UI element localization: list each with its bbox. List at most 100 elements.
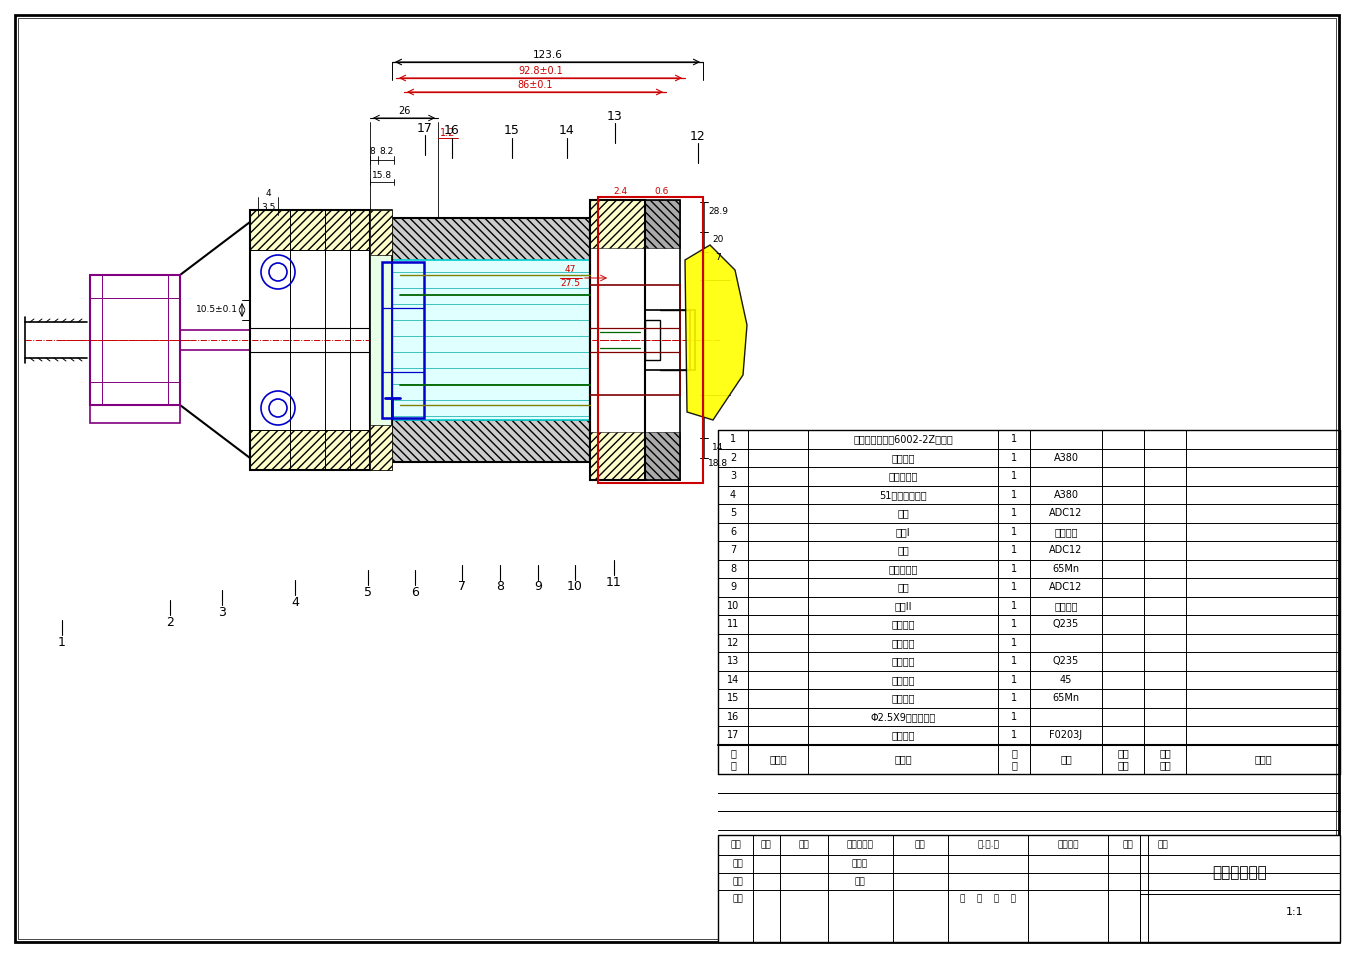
Text: 2: 2 — [730, 453, 737, 463]
Text: 序
号: 序 号 — [730, 748, 737, 770]
Text: 标记: 标记 — [731, 840, 742, 849]
Text: 1.2: 1.2 — [440, 128, 456, 138]
Text: 65Mn: 65Mn — [1052, 693, 1079, 703]
Text: 16: 16 — [444, 124, 460, 138]
Text: 15.8: 15.8 — [372, 170, 393, 180]
Text: 8: 8 — [496, 581, 504, 593]
Text: 14: 14 — [559, 124, 575, 138]
Text: 1: 1 — [1011, 619, 1017, 630]
Text: 分区: 分区 — [799, 840, 810, 849]
Text: 10.5±0.1: 10.5±0.1 — [196, 305, 238, 315]
Text: 3: 3 — [730, 471, 737, 481]
Bar — [645, 200, 680, 480]
Text: 10: 10 — [567, 581, 584, 593]
Text: 备　注: 备 注 — [1254, 754, 1271, 765]
Bar — [370, 210, 393, 255]
Bar — [645, 200, 680, 248]
Text: Q235: Q235 — [1053, 619, 1079, 630]
Text: 11: 11 — [607, 575, 621, 589]
Text: 1: 1 — [730, 434, 737, 444]
Text: 92.8±0.1: 92.8±0.1 — [519, 66, 563, 76]
Text: 16: 16 — [727, 712, 739, 722]
Text: 含油尼龙: 含油尼龙 — [1055, 526, 1078, 537]
Text: 9: 9 — [730, 582, 737, 592]
Text: 1: 1 — [1011, 434, 1017, 444]
Bar — [370, 425, 393, 470]
Text: 含油尼龙: 含油尼龙 — [1055, 601, 1078, 611]
Text: 13: 13 — [727, 657, 739, 666]
Text: 9: 9 — [533, 581, 542, 593]
Text: 阶段标记: 阶段标记 — [1057, 840, 1079, 849]
Text: 处数: 处数 — [761, 840, 772, 849]
Text: 7: 7 — [458, 581, 466, 593]
Text: 调整垫片: 调整垫片 — [891, 619, 915, 630]
Text: 7: 7 — [715, 254, 720, 262]
Bar — [250, 210, 370, 250]
Text: ADC12: ADC12 — [1049, 545, 1083, 555]
Text: 离合手把: 离合手把 — [891, 637, 915, 648]
Polygon shape — [685, 245, 747, 420]
Text: 总计
重量: 总计 重量 — [1159, 748, 1171, 770]
Text: 1: 1 — [1011, 526, 1017, 537]
Text: 离合拉杆: 离合拉杆 — [891, 657, 915, 666]
Text: 年.月.日: 年.月.日 — [978, 840, 999, 849]
Text: 47: 47 — [565, 265, 575, 275]
Text: 钢丝绳压板: 钢丝绳压板 — [888, 564, 918, 574]
Text: 衬套I: 衬套I — [896, 526, 910, 537]
Text: 4: 4 — [730, 490, 737, 500]
Bar — [250, 210, 370, 470]
Bar — [89, 405, 180, 423]
Text: 12: 12 — [691, 129, 705, 143]
Text: 离合弹簧: 离合弹簧 — [891, 693, 915, 703]
Text: 名　称: 名 称 — [894, 754, 911, 765]
Text: 2.4: 2.4 — [613, 188, 627, 196]
Text: F0203J: F0203J — [1049, 730, 1083, 741]
Text: 65Mn: 65Mn — [1052, 564, 1079, 574]
Text: 8: 8 — [370, 147, 375, 157]
Text: 0.6: 0.6 — [655, 188, 669, 196]
Bar — [590, 200, 645, 480]
Text: 1: 1 — [1011, 601, 1017, 611]
Text: 13: 13 — [607, 109, 623, 122]
Text: 4: 4 — [291, 595, 299, 609]
Text: 1: 1 — [1011, 712, 1017, 722]
Text: 代　号: 代 号 — [769, 754, 787, 765]
Text: 更改文件号: 更改文件号 — [846, 840, 873, 849]
Text: 17: 17 — [727, 730, 739, 741]
Text: 审核: 审核 — [854, 878, 865, 886]
Text: 1: 1 — [1011, 582, 1017, 592]
Text: 单件
重量: 单件 重量 — [1117, 748, 1129, 770]
Text: 86±0.1: 86±0.1 — [517, 80, 552, 90]
Text: 1: 1 — [1011, 490, 1017, 500]
Text: 3: 3 — [218, 606, 226, 618]
Text: 27.5: 27.5 — [561, 278, 580, 287]
Text: Q235: Q235 — [1053, 657, 1079, 666]
Text: 8.2: 8.2 — [379, 147, 393, 157]
Text: ADC12: ADC12 — [1049, 508, 1083, 519]
Text: 1: 1 — [1011, 693, 1017, 703]
Text: 123.6: 123.6 — [532, 50, 562, 60]
Text: 5: 5 — [364, 586, 372, 598]
Bar — [393, 420, 590, 462]
Text: 1: 1 — [1011, 730, 1017, 741]
Text: 51齿活动内齿圈: 51齿活动内齿圈 — [879, 490, 926, 500]
Text: 减速箱座: 减速箱座 — [891, 453, 915, 463]
Text: 10: 10 — [727, 601, 739, 611]
Bar — [370, 210, 393, 470]
Text: 1: 1 — [1011, 637, 1017, 648]
Text: 17: 17 — [417, 122, 433, 135]
Text: Φ2.5X9开口圆柱销: Φ2.5X9开口圆柱销 — [871, 712, 936, 722]
Text: 7: 7 — [730, 545, 737, 555]
Text: 标准化: 标准化 — [852, 859, 868, 868]
Bar — [645, 320, 659, 360]
Text: 设计: 设计 — [733, 859, 743, 868]
Text: A380: A380 — [1053, 453, 1079, 463]
Text: 滚筒: 滚筒 — [898, 582, 909, 592]
Text: 6: 6 — [730, 526, 737, 537]
Text: 共    张    第    张: 共 张 第 张 — [960, 894, 1016, 903]
Text: 行星轮组件: 行星轮组件 — [888, 471, 918, 481]
Text: 4: 4 — [265, 189, 271, 197]
Text: 8: 8 — [730, 564, 737, 574]
Bar — [645, 432, 680, 480]
Text: 14: 14 — [712, 443, 723, 453]
